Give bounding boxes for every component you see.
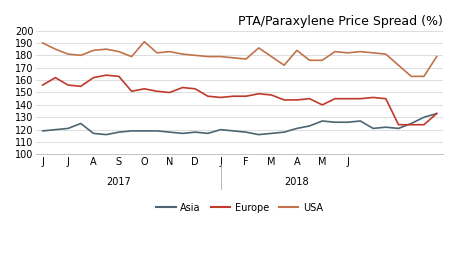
Text: PTA/Paraxylene Price Spread (%): PTA/Paraxylene Price Spread (%) — [238, 15, 443, 28]
Legend: Asia, Europe, USA: Asia, Europe, USA — [152, 199, 327, 217]
Text: 2018: 2018 — [284, 177, 309, 187]
Text: 2017: 2017 — [107, 177, 131, 187]
